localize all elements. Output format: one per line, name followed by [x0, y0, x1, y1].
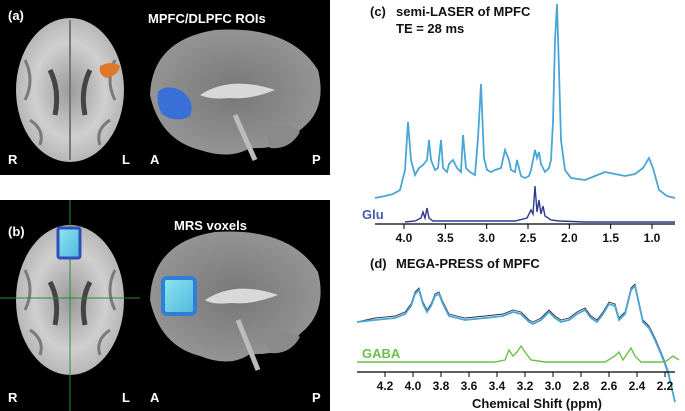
panel-c-tick-label: 3.0	[478, 231, 495, 245]
panel-b-image: (b) MRS voxels R L A P	[0, 200, 330, 411]
panel-d-tick-label: 2.8	[573, 379, 590, 393]
panel-d-spectrum: 4.2 4.0 3.8 3.6 3.4 3.2 3.0 2.8 2.6 2.4 2.2 (d) ME…	[356, 256, 680, 411]
sagittal-voxel	[161, 276, 197, 316]
panel-d-tick-label: 4.2	[377, 379, 394, 393]
panel-d-tick-label: 3.2	[517, 379, 534, 393]
panel-c-spectrum: 4.0 3.5 3.0 2.5 2.0 1.5 1.0 (c) semi-LASER of …	[362, 3, 676, 245]
panel-c-title-line2: TE = 28 ms	[396, 21, 464, 36]
panel-c-tick-label: 2.5	[520, 231, 537, 245]
axial-voxel	[56, 226, 82, 260]
panel-b-brain-svg	[0, 200, 321, 411]
panel-d-tick-label: 3.4	[489, 379, 506, 393]
panel-c-label: (c)	[370, 4, 386, 19]
panel-c-tick-label: 2.0	[561, 231, 578, 245]
panel-c-tick-label: 1.0	[644, 231, 661, 245]
panel-d-ticks: 4.2 4.0 3.8 3.6 3.4 3.2 3.0 2.8 2.6 2.4 2.2	[377, 372, 674, 393]
panel-c-tick-label: 3.5	[437, 231, 454, 245]
dlpfc-roi	[99, 63, 120, 78]
panel-a-title: MPFC/DLPFC ROIs	[148, 11, 266, 26]
glu-component	[404, 185, 675, 223]
panel-a-image: (a) MPFC/DLPFC ROIs R L A P	[0, 0, 330, 175]
panel-a-axial-right: L	[122, 152, 130, 167]
panel-a-brain-svg	[16, 18, 321, 162]
mega-press-data	[356, 284, 676, 403]
panel-b-sagittal-left: A	[150, 390, 160, 405]
panel-c-ticks: 4.0 3.5 3.0 2.5 2.0 1.5 1.0	[396, 224, 661, 245]
glu-label: Glu	[362, 207, 384, 222]
gaba-component	[357, 344, 680, 363]
panel-a-sagittal-left: A	[150, 152, 160, 167]
panel-a-label: (a)	[8, 8, 24, 23]
panel-c-tick-label: 4.0	[396, 231, 413, 245]
panel-b-label: (b)	[8, 224, 25, 239]
panel-d-tick-label: 2.6	[601, 379, 618, 393]
panel-d-tick-label: 3.8	[433, 379, 450, 393]
panel-b-sagittal-right: P	[312, 390, 321, 405]
panel-d-tick-label: 3.6	[461, 379, 478, 393]
gaba-label: GABA	[362, 346, 401, 361]
panel-a-sagittal-right: P	[312, 152, 321, 167]
panel-d-tick-label: 3.0	[545, 379, 562, 393]
panel-d-tick-label: 4.0	[405, 379, 422, 393]
panel-c-tick-label: 1.5	[602, 231, 619, 245]
panel-d-tick-label: 2.2	[657, 379, 674, 393]
semi-laser-spectrum-data	[374, 3, 676, 199]
panel-d-tick-label: 2.4	[629, 379, 646, 393]
panel-b-axial-right: L	[122, 390, 130, 405]
panel-d-title: MEGA-PRESS of MPFC	[396, 256, 540, 271]
panel-b-title: MRS voxels	[174, 218, 247, 233]
panel-b-axial-left: R	[8, 390, 18, 405]
panel-a-axial-left: R	[8, 152, 18, 167]
mpfc-roi	[157, 87, 192, 120]
panel-d-label: (d)	[370, 256, 387, 271]
panel-d-x-label: Chemical Shift (ppm)	[472, 396, 602, 411]
panel-c-title-line1: semi-LASER of MPFC	[396, 4, 531, 19]
